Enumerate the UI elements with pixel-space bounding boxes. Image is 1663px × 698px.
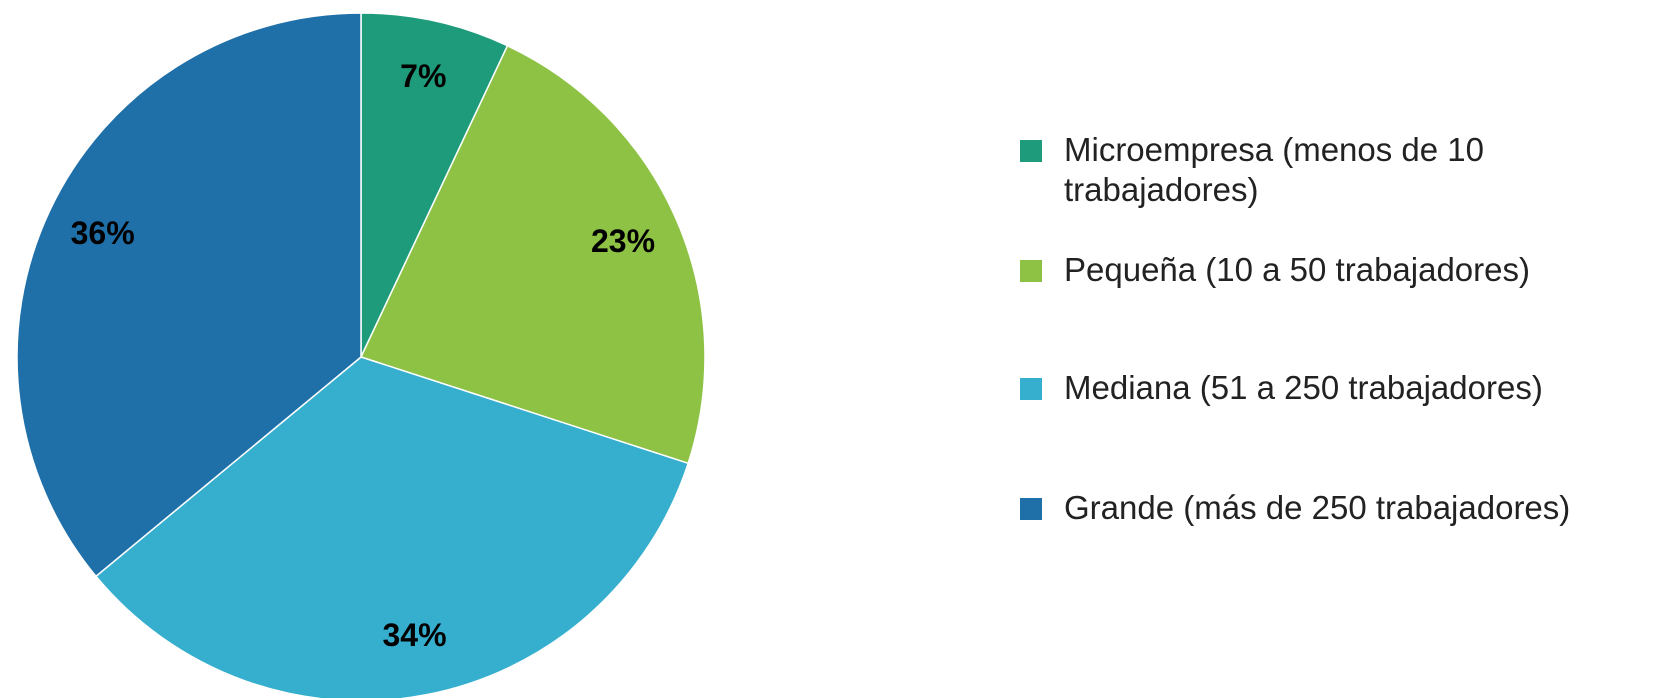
- legend-item: Pequeña (10 a 50 trabajadores): [1020, 250, 1604, 290]
- legend-item: Microempresa (menos de 10 trabajadores): [1020, 130, 1604, 210]
- legend-swatch: [1020, 498, 1042, 520]
- legend-swatch: [1020, 140, 1042, 162]
- pie-slice: [94, 356, 690, 698]
- legend-item: Mediana (51 a 250 trabajadores): [1020, 368, 1604, 408]
- pie-slice: [360, 12, 509, 358]
- legend-label: Grande (más de 250 trabajadores): [1064, 489, 1571, 526]
- data-label: 23%: [591, 223, 655, 259]
- data-label: 7%: [400, 58, 446, 94]
- chart: 7% 23% 34% 36%: [16, 12, 706, 698]
- legend-label: Microempresa (menos de 10 trabajadores): [1064, 131, 1485, 208]
- legend-item: Grande (más de 250 trabajadores): [1020, 488, 1604, 528]
- data-label: 36%: [71, 215, 135, 251]
- pie-slice: [16, 12, 362, 578]
- legend-label: Mediana (51 a 250 trabajadores): [1064, 369, 1543, 406]
- legend-label: Pequeña (10 a 50 trabajadores): [1064, 251, 1530, 288]
- legend-swatch: [1020, 260, 1042, 282]
- pie-slice: [359, 44, 706, 465]
- legend-swatch: [1020, 378, 1042, 400]
- data-label: 34%: [382, 617, 446, 653]
